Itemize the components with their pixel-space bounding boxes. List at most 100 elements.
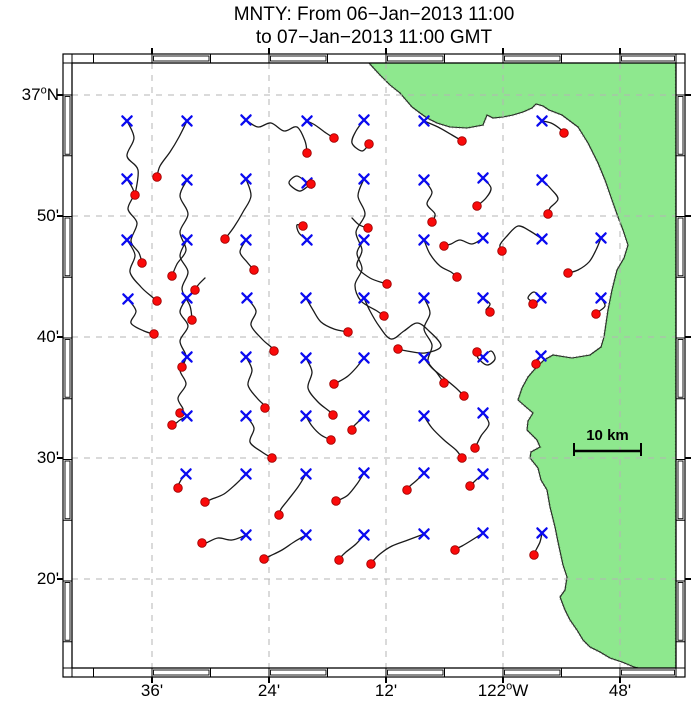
start-x-marker: [240, 234, 252, 246]
coastline: [367, 63, 676, 668]
drifter-path: [423, 357, 465, 397]
end-dot-marker: [187, 315, 197, 325]
start-x-marker: [536, 527, 548, 539]
end-dot-marker: [274, 510, 284, 520]
frame-band-segment: [677, 217, 684, 277]
end-dot-marker: [465, 481, 475, 491]
end-dot-marker: [528, 299, 538, 309]
drifter-path: [278, 473, 307, 516]
frame-band-segment: [387, 55, 444, 62]
end-dot-marker: [302, 148, 312, 158]
end-dot-marker: [591, 309, 601, 319]
end-dot-marker: [366, 559, 376, 569]
drifter-path: [370, 533, 425, 565]
frame-band-segment: [677, 96, 684, 155]
frame-band-segment: [64, 217, 71, 277]
end-dot-marker: [393, 344, 403, 354]
start-x-marker: [358, 529, 370, 541]
end-dot-marker: [427, 217, 437, 227]
end-dot-marker: [485, 307, 495, 317]
start-x-marker: [240, 529, 252, 541]
start-x-marker: [536, 233, 548, 245]
start-x-marker: [418, 115, 430, 127]
end-dot-marker: [334, 555, 344, 565]
start-x-marker: [477, 468, 489, 480]
start-x-marker: [181, 292, 193, 304]
drifter-path: [204, 473, 247, 503]
start-x-marker: [300, 468, 312, 480]
scale-bar-label: 10 km: [586, 427, 629, 444]
grid-layer: [72, 63, 676, 668]
start-x-marker: [121, 115, 133, 127]
start-x-marker: [536, 174, 548, 186]
drifter-path: [179, 239, 193, 321]
figure-title-line1: MNTY: From 06−Jan−2013 11:00: [233, 4, 515, 25]
frame-band-segment: [64, 460, 71, 520]
end-dot-marker: [167, 271, 177, 281]
drifter-path: [171, 179, 189, 277]
end-dot-marker: [130, 190, 140, 200]
frame-band-segment: [677, 582, 684, 641]
drifter-path: [423, 239, 458, 278]
figure-title-line2: to 07−Jan−2013 11:00 GMT: [255, 27, 493, 48]
end-dot-marker: [329, 379, 339, 389]
start-x-marker: [477, 407, 489, 419]
drifter-path: [499, 225, 543, 252]
end-dot-marker: [197, 538, 207, 548]
drifter-path: [354, 239, 385, 317]
end-dot-marker: [379, 311, 389, 321]
figure-title: MNTY: From 06−Jan−2013 11:00 to 07−Jan−2…: [72, 3, 676, 49]
end-dot-marker: [152, 172, 162, 182]
frame-band-segment: [387, 669, 444, 676]
end-dot-marker: [137, 258, 147, 268]
land-area: [368, 63, 676, 668]
end-dot-marker: [328, 410, 338, 420]
end-dot-marker: [457, 453, 467, 463]
end-dot-marker: [439, 378, 449, 388]
drifter-path: [156, 120, 188, 178]
end-dot-marker: [173, 483, 183, 493]
marker-layer: [121, 114, 607, 569]
start-x-marker: [358, 352, 370, 364]
end-dot-marker: [200, 497, 210, 507]
drifter-path: [443, 237, 484, 247]
end-dot-marker: [559, 128, 569, 138]
frame-band-segment: [677, 460, 684, 520]
start-x-marker: [301, 115, 313, 127]
drifter-path: [476, 350, 496, 366]
start-x-marker: [358, 467, 370, 479]
end-dot-marker: [306, 179, 316, 189]
drifter-path: [245, 119, 308, 154]
end-dot-marker: [497, 246, 507, 256]
end-dot-marker: [259, 554, 269, 564]
drifter-path: [263, 534, 307, 560]
frame-band-segment: [64, 339, 71, 398]
frame-band-segment: [621, 669, 675, 676]
start-x-marker: [358, 292, 370, 304]
frame-band-segment: [64, 96, 71, 155]
start-x-marker: [418, 292, 430, 304]
drifter-path: [423, 179, 436, 223]
end-dot-marker: [329, 133, 339, 143]
drifter-path: [245, 356, 267, 409]
start-x-marker: [300, 529, 312, 541]
drifter-path: [126, 120, 139, 196]
drifter-path: [224, 178, 252, 240]
start-x-marker: [240, 351, 252, 363]
start-x-marker: [240, 410, 252, 422]
drifter-path: [567, 237, 602, 274]
frame-band-segment: [270, 55, 327, 62]
start-x-marker: [358, 173, 370, 185]
trajectory-layer: [126, 119, 606, 565]
end-dot-marker: [343, 327, 353, 337]
end-dot-marker: [531, 359, 541, 369]
frame-band-segment: [504, 669, 561, 676]
start-x-marker: [418, 234, 430, 246]
start-x-marker: [181, 115, 193, 127]
drifter-path: [351, 119, 370, 152]
start-x-marker: [418, 467, 430, 479]
start-x-marker: [535, 292, 547, 304]
land-layer: [367, 63, 676, 668]
